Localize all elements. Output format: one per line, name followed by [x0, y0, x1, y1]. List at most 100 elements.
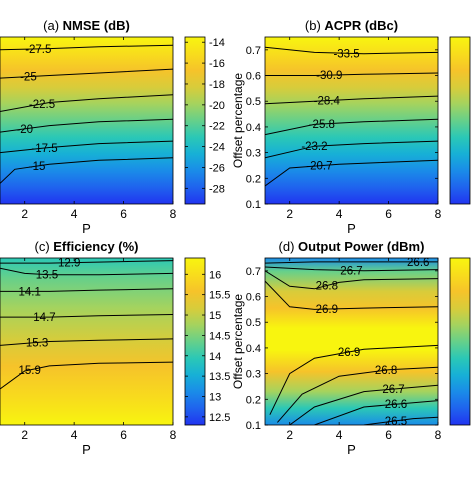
contour-label: -20 — [16, 124, 33, 136]
heatmap-fill — [0, 258, 173, 425]
contour-line — [0, 260, 173, 264]
contour-line — [265, 95, 438, 105]
contour-line — [265, 270, 438, 290]
y-tick-label: 0.3 — [246, 369, 261, 381]
heatmap-fill — [265, 258, 438, 425]
x-tick-label: 6 — [385, 207, 392, 221]
colorbar-tick-label: 12.5 — [209, 412, 230, 424]
panel-title: (d) Output Power (dBm) — [279, 239, 425, 254]
x-tick-label: 4 — [71, 207, 78, 221]
x-tick-label: 8 — [170, 428, 177, 442]
colorbar-tick-label: -28 — [209, 183, 225, 195]
y-tick-label: 0.6 — [246, 292, 261, 304]
contour-label: -25 — [20, 72, 37, 84]
contour-label: 14.7 — [33, 312, 55, 324]
contour-line — [265, 72, 438, 76]
y-axis-label: Offset percentage — [231, 73, 245, 169]
contour-label: 26.6 — [407, 257, 429, 269]
contour-line — [314, 400, 438, 425]
contour-line — [0, 361, 173, 390]
contour-label: 12.9 — [58, 258, 80, 270]
y-tick-label: 0.5 — [246, 96, 261, 108]
colorbar-tick-label: -16 — [209, 58, 225, 70]
contour-label: -30.9 — [316, 70, 342, 82]
panel-c: 12.913.514.114.715.315.92 4 6 8P(c) Efficie… — [0, 239, 230, 457]
x-axis-label: P — [347, 221, 356, 236]
y-tick-label: 0.6 — [246, 71, 261, 83]
panel-title: (b) ACPR (dBc) — [305, 18, 398, 33]
x-tick-label: 2 — [21, 207, 28, 221]
contour-line — [265, 118, 438, 136]
contour-label: -20.7 — [306, 161, 332, 173]
contour-label: 15.9 — [18, 365, 40, 377]
colorbar-tick-label: 13.5 — [209, 371, 230, 383]
contour-label: 26.8 — [375, 365, 397, 377]
x-axis-label: P — [82, 442, 91, 457]
axes-box — [0, 257, 174, 426]
contour-line — [0, 140, 173, 154]
colorbar-strip — [449, 257, 471, 426]
colorbar-tick-label: 14 — [209, 351, 221, 363]
colorbar-tick-label: -24 — [209, 142, 225, 154]
panel-title: (a) NMSE (dB) — [43, 18, 130, 33]
contour-line — [265, 159, 438, 187]
y-tick-label: 0.5 — [246, 317, 261, 329]
contour-line — [363, 416, 438, 425]
y-tick-label: 0.1 — [246, 199, 261, 211]
colorbar — [449, 257, 471, 426]
contour-label: 15.3 — [26, 337, 48, 349]
colorbar-tick-label: 14.5 — [209, 330, 230, 342]
contour-label: 26.8 — [316, 281, 338, 293]
contour-label: 26.9 — [338, 347, 360, 359]
x-tick-label: 6 — [120, 428, 127, 442]
colorbar-tick-label: 13 — [209, 391, 221, 403]
x-tick-label: 2 — [286, 207, 293, 221]
contour-label: -17.5 — [31, 143, 57, 155]
colorbar-tick-label: -14 — [209, 37, 225, 49]
colorbar-tick-label: -20 — [209, 100, 225, 112]
contour-line — [277, 366, 438, 423]
x-axis-label: P — [347, 442, 356, 457]
y-axis-label: Offset percentage — [231, 294, 245, 390]
x-tick-label: 6 — [120, 207, 127, 221]
contour-label: -33.5 — [333, 48, 359, 60]
y-tick-label: 0.4 — [246, 122, 261, 134]
colorbar-tick-label: -18 — [209, 79, 225, 91]
contour-label: -15 — [29, 161, 46, 173]
axes-box — [264, 257, 439, 426]
contour-label: 26.9 — [316, 304, 338, 316]
x-tick-label: 4 — [336, 207, 343, 221]
colorbar-tick-label: 16 — [209, 269, 221, 281]
x-tick-label: 8 — [170, 207, 177, 221]
y-tick-label: 0.2 — [246, 394, 261, 406]
contour-line — [265, 261, 438, 264]
colorbar-tick-label: -26 — [209, 162, 225, 174]
contour-line — [0, 94, 173, 112]
y-tick-label: 0.3 — [246, 148, 261, 160]
contour-line — [265, 266, 438, 272]
contour-label: 14.1 — [18, 286, 40, 298]
panel-b: -33.5 -30.9 -28.4 -25.8 -23.2 -20.7 2 4 6 8 0.1 0.2… — [231, 18, 471, 236]
colorbar-tick-label: 15.5 — [209, 290, 230, 302]
x-axis-label: P — [82, 221, 91, 236]
x-tick-label: 8 — [435, 428, 442, 442]
colorbar — [449, 36, 471, 205]
contour-label: 13.5 — [36, 270, 58, 282]
panel-a: -27.5 -25 -22.5 -20 -17.5 -15 2 4 6 8 P (a) NMSE (d… — [0, 18, 225, 236]
contour-label: -22.5 — [29, 99, 55, 111]
axes-box — [0, 36, 174, 205]
contour-line — [265, 140, 438, 159]
contour-label: -25.8 — [309, 119, 335, 131]
contour-line — [289, 384, 438, 425]
contour-line — [0, 288, 173, 292]
x-tick-label: 8 — [435, 207, 442, 221]
colorbar-strip — [184, 36, 206, 205]
panel-title: (c) Efficiency (%) — [34, 239, 138, 254]
contour-label: -28.4 — [314, 96, 341, 108]
colorbar-strip — [184, 257, 206, 426]
contour-line — [0, 338, 173, 346]
contour-label: -27.5 — [25, 44, 51, 56]
contour-line — [0, 157, 173, 184]
contour-label: 26.7 — [340, 266, 362, 278]
y-tick-label: 0.4 — [246, 343, 261, 355]
